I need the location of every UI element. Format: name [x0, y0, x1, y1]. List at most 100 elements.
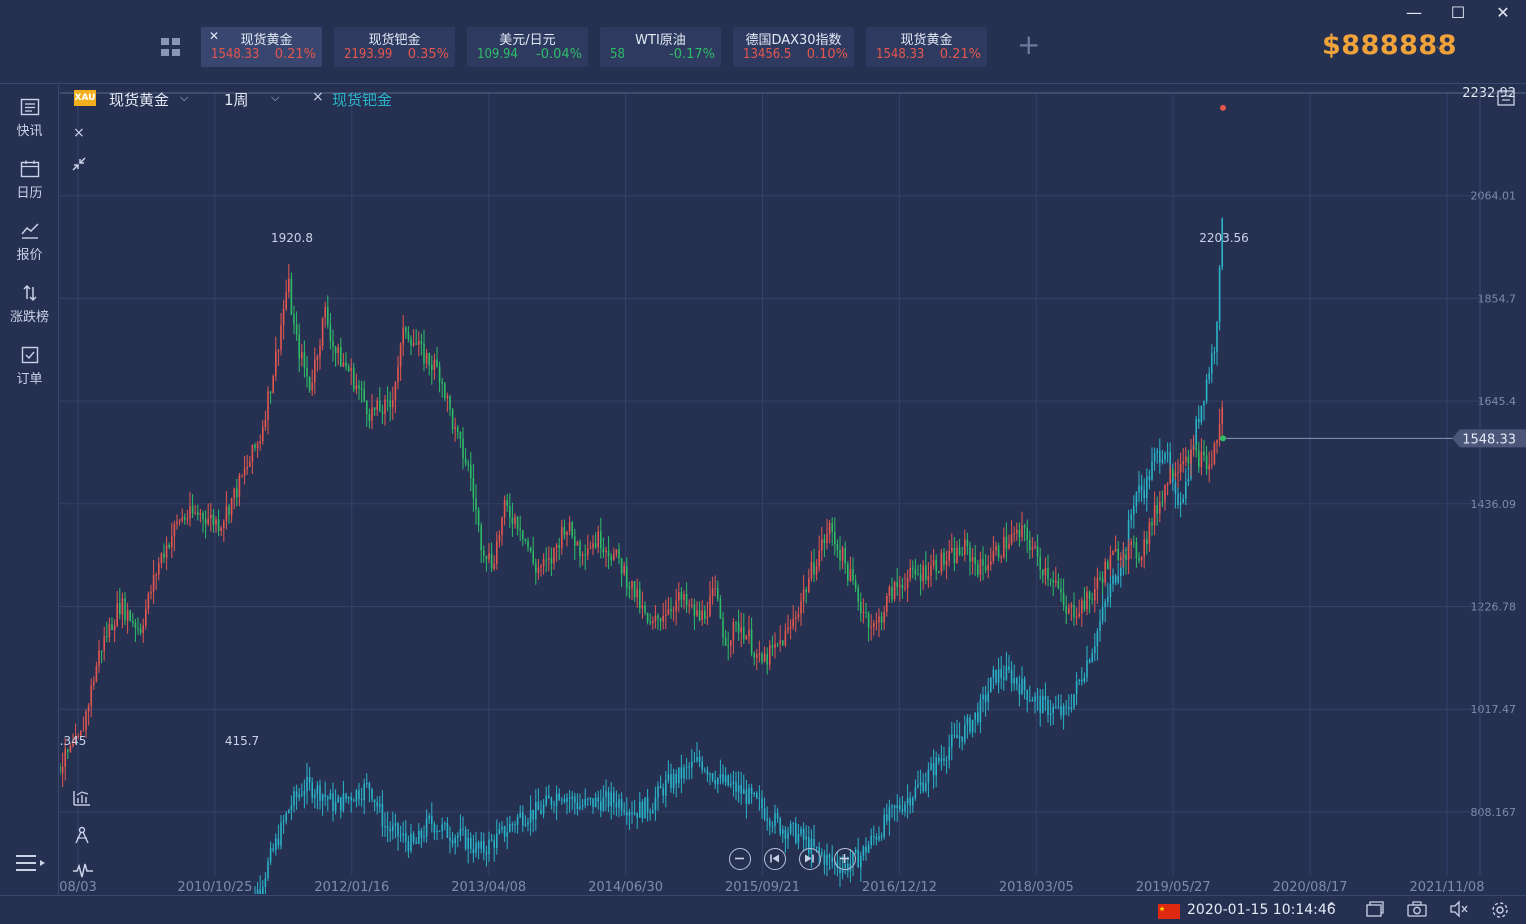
grid-menu-icon[interactable]: [161, 38, 181, 56]
minimize-button[interactable]: —: [1406, 3, 1422, 22]
sidebar-item-quote[interactable]: 报价: [0, 222, 59, 263]
candle-body: [774, 812, 776, 827]
menu-icon[interactable]: [14, 853, 46, 875]
symbol-selector[interactable]: 现货黄金: [109, 91, 170, 109]
candle-body: [922, 782, 924, 791]
candle-body: [69, 746, 72, 752]
candle-body: [891, 805, 893, 807]
sidebar-item-movers[interactable]: 涨跌榜: [0, 284, 59, 325]
candle-body: [444, 822, 446, 825]
mute-icon[interactable]: [1448, 900, 1470, 922]
close-button[interactable]: ✕: [1496, 3, 1510, 22]
ticker-tab[interactable]: 现货钯金 2193.99 0.35%: [334, 27, 455, 67]
candle-body: [836, 544, 839, 550]
candle-body: [691, 604, 693, 606]
candle-body: [909, 567, 911, 578]
maximize-button[interactable]: ☐: [1450, 3, 1466, 22]
chevron-up-icon[interactable]: ^: [1326, 901, 1337, 916]
candle-body: [914, 569, 917, 575]
candle-body: [368, 782, 371, 789]
candle-body: [1062, 592, 1065, 606]
chart-area[interactable]: 2232.92 2064.01 1854.7 1645.4 1436.09 1226.78…: [60, 85, 1526, 894]
x-tick-label: 2015/09/21: [725, 880, 800, 894]
candle-body: [100, 650, 103, 652]
candle-body: [493, 563, 495, 569]
settings-gear-icon[interactable]: [1490, 900, 1510, 924]
y-tick-label: 1226.78: [1471, 601, 1517, 614]
sidebar-item-calendar[interactable]: 日历: [0, 160, 59, 201]
candle-body: [1221, 218, 1223, 268]
candle-body: [740, 627, 742, 633]
price-chart[interactable]: 2232.922064.011854.71645.41436.091226.78…: [60, 85, 1526, 894]
candle-body: [888, 806, 891, 821]
chevron-down-icon[interactable]: ⌵: [1436, 40, 1446, 55]
compare-symbol-label[interactable]: 现货钯金: [332, 91, 393, 109]
candle-body: [862, 612, 865, 614]
candle-body: [584, 554, 586, 556]
camera-icon[interactable]: [1406, 900, 1428, 922]
layout-icon[interactable]: [1365, 900, 1385, 922]
candle-body: [324, 794, 326, 797]
candle-body: [750, 787, 753, 794]
jump-start-button[interactable]: [764, 848, 786, 870]
candle-body: [1185, 481, 1187, 499]
candle-body: [444, 383, 446, 399]
draw-tool-icon[interactable]: [72, 826, 92, 848]
candle-body: [522, 530, 524, 539]
ticker-tab[interactable]: WTI原油 58 -0.17%: [600, 27, 721, 67]
candle-body: [979, 559, 982, 575]
candle-body: [979, 699, 982, 723]
candle-body: [620, 799, 623, 811]
candle-body: [301, 352, 303, 359]
candle-body: [490, 553, 493, 569]
chevron-down-icon[interactable]: ⌵: [180, 91, 189, 104]
chart-settings-icon[interactable]: [1496, 89, 1516, 111]
account-balance[interactable]: $888888: [1322, 30, 1458, 61]
add-ticker-button[interactable]: +: [1017, 28, 1041, 61]
close-tab-icon[interactable]: ✕: [209, 29, 220, 43]
jump-end-button[interactable]: [799, 848, 821, 870]
candle-body: [321, 317, 324, 346]
candle-body: [480, 841, 482, 849]
remove-compare-button[interactable]: ×: [312, 89, 324, 105]
ticker-tab[interactable]: 现货黄金 1548.33 0.21%: [866, 27, 987, 67]
zoom-out-button[interactable]: [729, 848, 751, 870]
candle-body: [360, 388, 363, 390]
period-selector[interactable]: 1周: [224, 91, 249, 109]
candle-body: [784, 630, 787, 646]
zoom-in-button[interactable]: [834, 848, 856, 870]
ticker-tab[interactable]: 德国DAX30指数 13456.5 0.10%: [733, 27, 854, 67]
candle-body: [529, 809, 532, 823]
candle-body: [1091, 653, 1093, 662]
candle-body: [503, 826, 506, 837]
candle-body: [392, 399, 394, 408]
sidebar-item-news[interactable]: 快讯: [0, 98, 59, 139]
candle-body: [272, 848, 274, 851]
candle-body: [423, 836, 425, 838]
indicator-icon[interactable]: [72, 789, 92, 811]
candle-body: [826, 533, 828, 544]
candle-body: [1029, 699, 1031, 701]
candle-body: [1109, 555, 1112, 570]
candle-body: [1010, 534, 1013, 544]
candle-body: [1023, 678, 1026, 691]
candle-body: [685, 594, 688, 606]
candle-body: [795, 617, 797, 619]
collapse-icon[interactable]: [71, 156, 87, 176]
symbol-badge: XAU: [74, 90, 96, 106]
ticker-tab[interactable]: 美元/日元 109.94 -0.04%: [467, 27, 588, 67]
candle-body: [462, 438, 464, 459]
candle-body: [1047, 567, 1049, 579]
x-tick-label: 2010/10/25: [177, 880, 252, 894]
candle-body: [1208, 373, 1210, 380]
waveform-icon[interactable]: [72, 862, 94, 884]
ticker-tab[interactable]: ✕ 现货黄金 1548.33 0.21%: [201, 27, 322, 67]
candle-body: [467, 837, 469, 849]
chevron-down-icon[interactable]: ⌵: [271, 91, 280, 104]
candle-body: [246, 466, 248, 469]
candle-body: [1135, 492, 1138, 506]
sidebar-item-orders[interactable]: 订单: [0, 346, 59, 387]
candle-body: [342, 362, 345, 367]
close-chart-button[interactable]: ×: [73, 125, 85, 141]
candle-body: [922, 565, 924, 582]
